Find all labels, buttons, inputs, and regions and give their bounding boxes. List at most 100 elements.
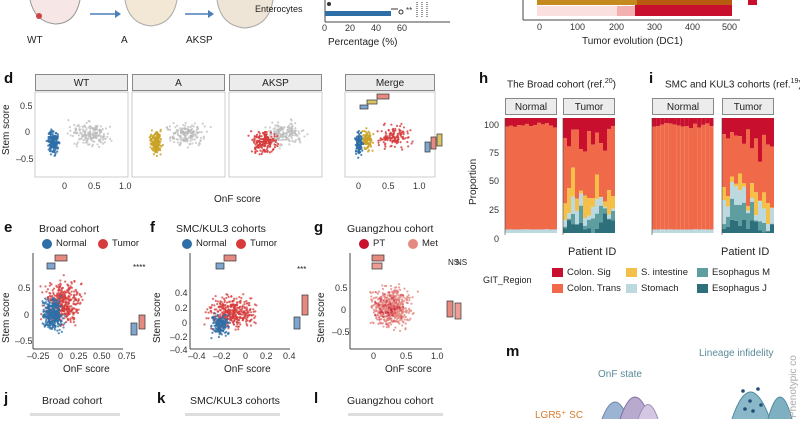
d-merge-tumor	[403, 131, 405, 133]
d-merge-tumor	[384, 142, 386, 144]
stack-segment	[505, 230, 509, 233]
e-tumor-point	[52, 289, 54, 291]
stack-segment	[685, 230, 689, 233]
h-title: The Broad cohort (ref.20)	[507, 78, 616, 90]
panel-h-label: h	[479, 70, 488, 87]
stack-segment	[738, 136, 742, 173]
d-gray-point	[184, 132, 186, 134]
d-merge-tumor	[400, 146, 402, 148]
d-series-point	[264, 150, 266, 152]
d-gray-point	[88, 120, 90, 122]
stack-segment	[513, 118, 517, 127]
stack-segment	[587, 216, 591, 220]
d-series-point	[275, 144, 277, 146]
onf-state-label: OnF state	[598, 369, 642, 380]
d-xlabel: OnF score	[214, 194, 261, 205]
e-normal-point	[59, 329, 61, 331]
g-met-point	[409, 318, 411, 320]
e-tumor-point	[60, 291, 62, 293]
g-pt-point	[382, 299, 384, 301]
d-series-point	[156, 134, 158, 136]
g-met-point	[372, 297, 374, 299]
stack-segment	[563, 138, 567, 203]
g-pt-point	[391, 320, 393, 322]
e-normal-point	[54, 304, 56, 306]
g-pt-point	[387, 317, 389, 319]
g-pt-point	[389, 295, 391, 297]
f-tumor-point	[243, 306, 245, 308]
f-normal-point	[227, 314, 229, 316]
g-pt-point	[394, 289, 396, 291]
d-series-point	[267, 150, 269, 152]
d-series-point	[272, 138, 274, 140]
stack-segment	[750, 118, 754, 148]
d-series-point	[50, 153, 52, 155]
e-xlabel: OnF score	[63, 364, 110, 375]
d-series-point	[256, 134, 258, 136]
g-met-point	[396, 293, 398, 295]
d-series-point	[150, 140, 152, 142]
stack-segment	[770, 208, 774, 209]
g-met-point	[385, 285, 387, 287]
g-met-point	[398, 286, 400, 288]
f-normal-point	[211, 328, 213, 330]
d-vbox-tumor	[431, 137, 436, 149]
e-tumor-point	[64, 281, 66, 283]
stack-segment	[726, 217, 730, 227]
f-tumor-point	[227, 296, 229, 298]
d-series-point	[49, 130, 51, 132]
d-series-point	[250, 130, 252, 132]
d-gray-point	[191, 142, 193, 144]
g-pt-point	[383, 313, 385, 315]
g-ytick: 0.5	[335, 283, 348, 293]
stack-segment	[766, 203, 770, 224]
d-merge-tumor	[377, 142, 379, 144]
d-gray-point	[295, 139, 297, 141]
d-merge-tumor	[394, 140, 396, 142]
d-gray-point	[206, 131, 208, 133]
e-normal-point	[58, 317, 60, 319]
f-tumor-point	[233, 314, 235, 316]
d-gray-point	[83, 139, 85, 141]
g-met-point	[410, 303, 412, 305]
d-merge-tumor	[405, 137, 407, 139]
stack-segment	[746, 229, 750, 233]
stack-segment	[701, 118, 705, 125]
f-tumor-point	[221, 296, 223, 298]
d-gray-point	[107, 133, 109, 135]
d-series-point	[157, 140, 159, 142]
f-tumor-point	[245, 300, 247, 302]
stack-segment	[758, 221, 762, 230]
e-tumor-point	[64, 312, 66, 314]
f-tumor-point	[251, 314, 253, 316]
d-gray-point	[172, 137, 174, 139]
f-tumor-point	[235, 309, 237, 311]
d-series-point	[264, 131, 266, 133]
d-merge-tumor	[384, 148, 386, 150]
f-box-tumor	[224, 255, 236, 261]
d-merge-tumor	[407, 145, 409, 147]
d-gray-point	[290, 122, 292, 124]
d-series-point	[273, 135, 275, 137]
e-normal-point	[53, 297, 55, 299]
d-gray-point	[290, 118, 292, 120]
f-tumor-point	[220, 309, 222, 311]
f-tumor-point	[230, 295, 232, 297]
stack-segment	[553, 118, 557, 128]
d-xtick: 1.0	[119, 181, 132, 191]
d-series-point	[155, 146, 157, 148]
f-xtick: –0.2	[213, 351, 231, 361]
d-merge-gold	[365, 142, 367, 144]
g-box-met	[372, 255, 384, 261]
f-tumor-point	[237, 312, 239, 314]
stack-segment	[770, 208, 774, 224]
stack-segment	[571, 118, 575, 130]
stack-segment	[599, 197, 603, 206]
g-met-point	[404, 327, 406, 329]
f-normal-point	[219, 327, 221, 329]
g-pt-point	[390, 305, 392, 307]
stack-segment	[722, 229, 726, 233]
g-ylabel: Stem score	[316, 292, 327, 343]
stack-segment	[529, 230, 533, 233]
pct-tick-20: 20	[345, 23, 355, 33]
